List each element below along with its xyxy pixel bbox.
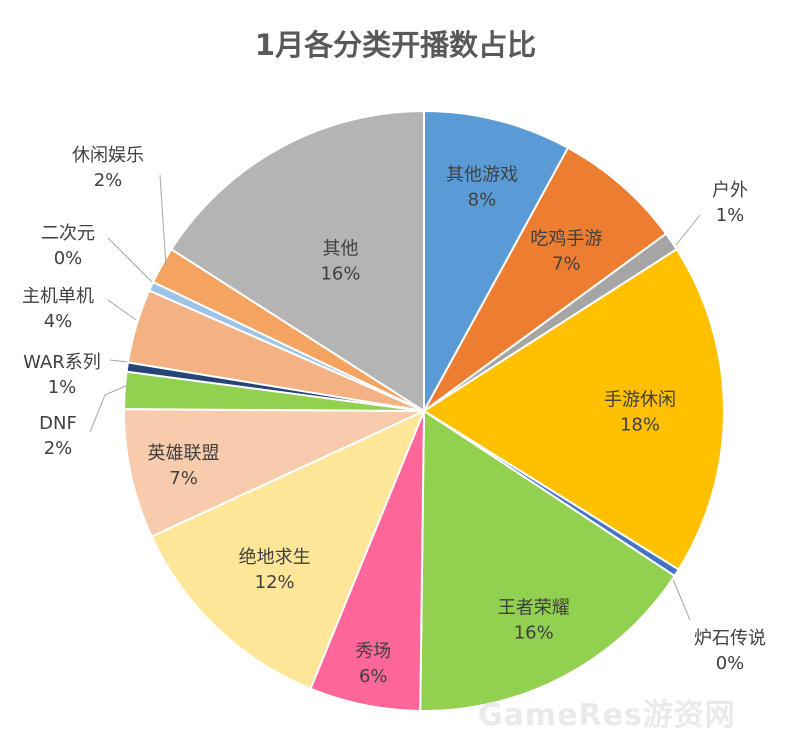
leader-line: [107, 299, 137, 321]
slice-percent: 2%: [94, 170, 123, 191]
slice-label: 英雄联盟: [148, 443, 220, 464]
slice-label: 户外: [712, 180, 748, 201]
slice-label: 主机单机: [22, 286, 94, 307]
pie-slice: [150, 409, 426, 691]
slice-percent: 1%: [48, 377, 77, 398]
slice-percent: 8%: [468, 189, 497, 210]
pie-slice: [423, 146, 668, 412]
slice-percent: 18%: [620, 415, 660, 436]
slice-label: 其他: [322, 238, 358, 259]
slice-percent: 4%: [44, 311, 73, 332]
slice-label: 炉石传说: [694, 628, 766, 649]
slice-label: 王者荣耀: [498, 598, 570, 619]
slice-label: 手游休闲: [604, 390, 676, 411]
slice-percent: 0%: [716, 653, 745, 674]
leader-line: [675, 214, 701, 246]
leader-line: [159, 174, 167, 267]
slice-percent: 16%: [320, 263, 360, 284]
slice-percent: 7%: [169, 468, 198, 489]
pie-slice: [169, 109, 425, 413]
slice-percent: 7%: [552, 254, 581, 275]
slice-label: 秀场: [355, 641, 391, 662]
watermark: GameRes游资网: [478, 698, 736, 733]
pie-slice: [422, 247, 725, 571]
pie-slice: [123, 408, 425, 538]
pie-slice: [423, 109, 570, 412]
slice-percent: 0%: [54, 248, 83, 269]
chart-title: 1月各分类开播数占比: [254, 28, 537, 62]
slice-label: 其他游戏: [446, 164, 518, 185]
slice-label: 二次元: [41, 223, 95, 244]
pie-slice: [419, 409, 676, 712]
slice-percent: 12%: [255, 572, 295, 593]
leader-line: [671, 576, 691, 621]
slice-percent: 1%: [716, 205, 745, 226]
slice-percent: 16%: [514, 623, 554, 644]
leader-line: [109, 359, 129, 363]
slice-label: 休闲娱乐: [72, 145, 144, 166]
leader-line: [89, 384, 129, 433]
slice-label: 吃鸡手游: [530, 229, 602, 250]
slice-percent: 2%: [44, 438, 73, 459]
slice-label: 绝地求生: [239, 547, 311, 568]
slice-percent: 6%: [359, 666, 388, 687]
slice-label: WAR系列: [23, 352, 101, 373]
slice-label: DNF: [39, 413, 77, 434]
leader-line: [107, 237, 153, 283]
